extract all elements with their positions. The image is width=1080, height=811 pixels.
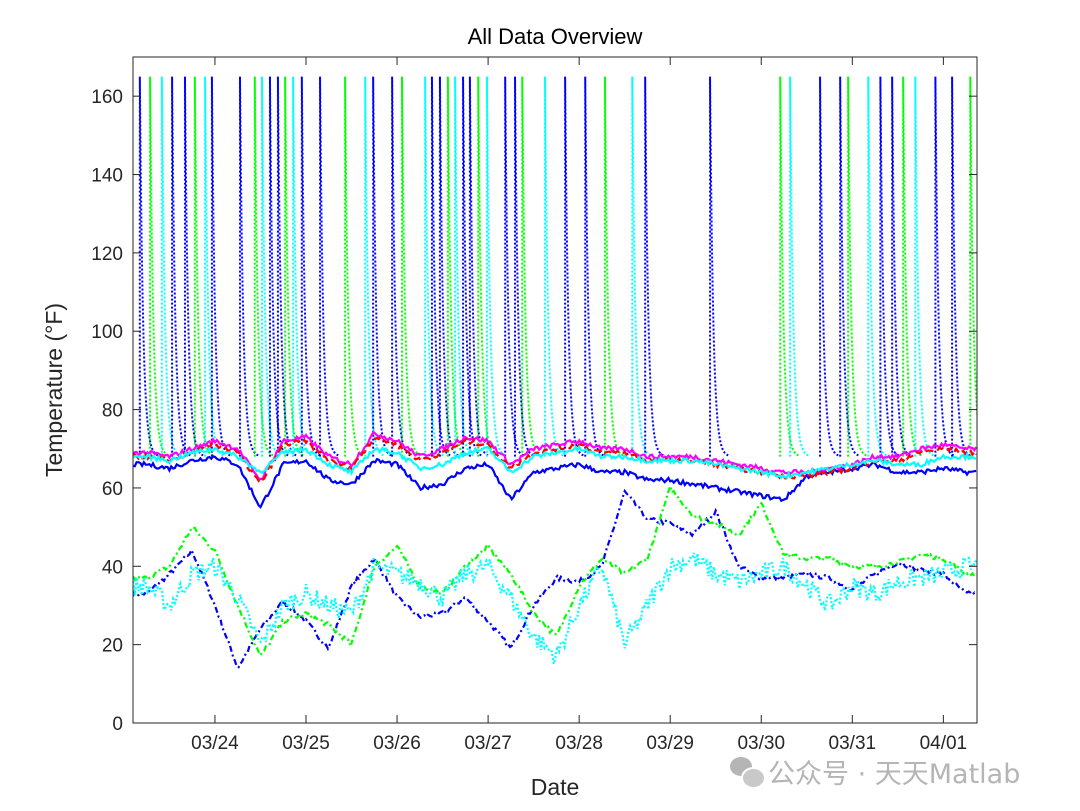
x-tick-label: 03/29 bbox=[646, 733, 694, 754]
spike bbox=[171, 76, 191, 457]
spike bbox=[514, 76, 534, 457]
series-line-1 bbox=[133, 482, 977, 658]
spike bbox=[183, 76, 204, 457]
axes-box bbox=[132, 56, 978, 724]
x-tick-label: 03/26 bbox=[373, 733, 421, 754]
spike bbox=[914, 76, 934, 457]
spike bbox=[319, 76, 339, 457]
y-axis-label: Temperature (°F) bbox=[41, 303, 67, 477]
watermark: 公众号 · 天天Matlab bbox=[730, 752, 1020, 791]
y-tick-label: 120 bbox=[91, 244, 123, 265]
spike bbox=[603, 76, 624, 457]
series-line-3 bbox=[133, 455, 977, 509]
spike bbox=[238, 76, 259, 457]
spike bbox=[160, 76, 181, 457]
spike bbox=[284, 76, 304, 457]
y-tick-label: 0 bbox=[112, 714, 123, 735]
x-tick-label: 03/30 bbox=[737, 733, 785, 754]
y-tick-label: 40 bbox=[102, 557, 123, 578]
spike bbox=[819, 76, 839, 457]
spike bbox=[344, 76, 364, 457]
spike bbox=[430, 76, 451, 457]
series-line-6 bbox=[133, 444, 977, 480]
watermark-text: 公众号 · 天天Matlab bbox=[768, 759, 1021, 790]
wechat-icon bbox=[730, 756, 766, 789]
spike bbox=[969, 76, 977, 457]
spike bbox=[867, 76, 887, 457]
spike bbox=[446, 76, 467, 457]
series-line-0 bbox=[133, 488, 977, 669]
spike bbox=[138, 76, 159, 457]
spike bbox=[544, 76, 564, 457]
spike bbox=[462, 76, 482, 457]
spike bbox=[584, 76, 604, 457]
spike bbox=[839, 76, 859, 457]
series-line-2 bbox=[133, 552, 977, 665]
spike bbox=[364, 76, 384, 457]
chart-title: All Data Overview bbox=[468, 24, 643, 49]
x-tick-label: 03/28 bbox=[555, 733, 603, 754]
spike bbox=[438, 76, 459, 457]
spike bbox=[454, 76, 474, 457]
y-tick-label: 100 bbox=[91, 322, 123, 343]
spike bbox=[564, 76, 584, 457]
spike bbox=[779, 76, 799, 457]
spike bbox=[391, 76, 411, 457]
spike bbox=[300, 76, 321, 457]
spike bbox=[204, 76, 224, 457]
y-tick-label: 60 bbox=[102, 479, 123, 500]
spike bbox=[149, 76, 169, 457]
plot-area bbox=[133, 76, 977, 669]
x-tick-label: 03/31 bbox=[829, 733, 877, 754]
y-tick-label: 160 bbox=[91, 87, 123, 108]
x-tick-label: 03/27 bbox=[464, 733, 512, 754]
spike bbox=[644, 76, 664, 457]
spike bbox=[193, 76, 214, 457]
spike bbox=[951, 76, 971, 457]
spike bbox=[934, 76, 955, 457]
spike bbox=[372, 76, 392, 457]
spike bbox=[504, 76, 524, 457]
spike bbox=[400, 76, 421, 457]
x-tick-label: 04/01 bbox=[920, 733, 968, 754]
y-tick-label: 140 bbox=[91, 166, 123, 187]
spike bbox=[631, 76, 651, 457]
axes: 0 20 40 60 80 100 120 140 160 03/24 03/25 03/26 03/2… bbox=[91, 56, 978, 754]
x-tick-label: 03/24 bbox=[191, 733, 239, 754]
spike bbox=[468, 76, 489, 457]
spike bbox=[521, 76, 541, 457]
spike bbox=[902, 76, 922, 457]
y-tick-label: 20 bbox=[102, 636, 123, 657]
spike bbox=[847, 76, 867, 457]
spike bbox=[709, 76, 729, 457]
spike bbox=[879, 76, 900, 457]
spike bbox=[485, 76, 506, 457]
x-tick-label: 03/25 bbox=[282, 733, 330, 754]
y-tick-label: 80 bbox=[102, 401, 123, 422]
x-axis-label: Date bbox=[531, 774, 580, 800]
spike bbox=[253, 76, 274, 457]
spike bbox=[210, 76, 231, 457]
spike bbox=[789, 76, 809, 457]
spike bbox=[891, 76, 911, 457]
spike bbox=[424, 76, 444, 457]
